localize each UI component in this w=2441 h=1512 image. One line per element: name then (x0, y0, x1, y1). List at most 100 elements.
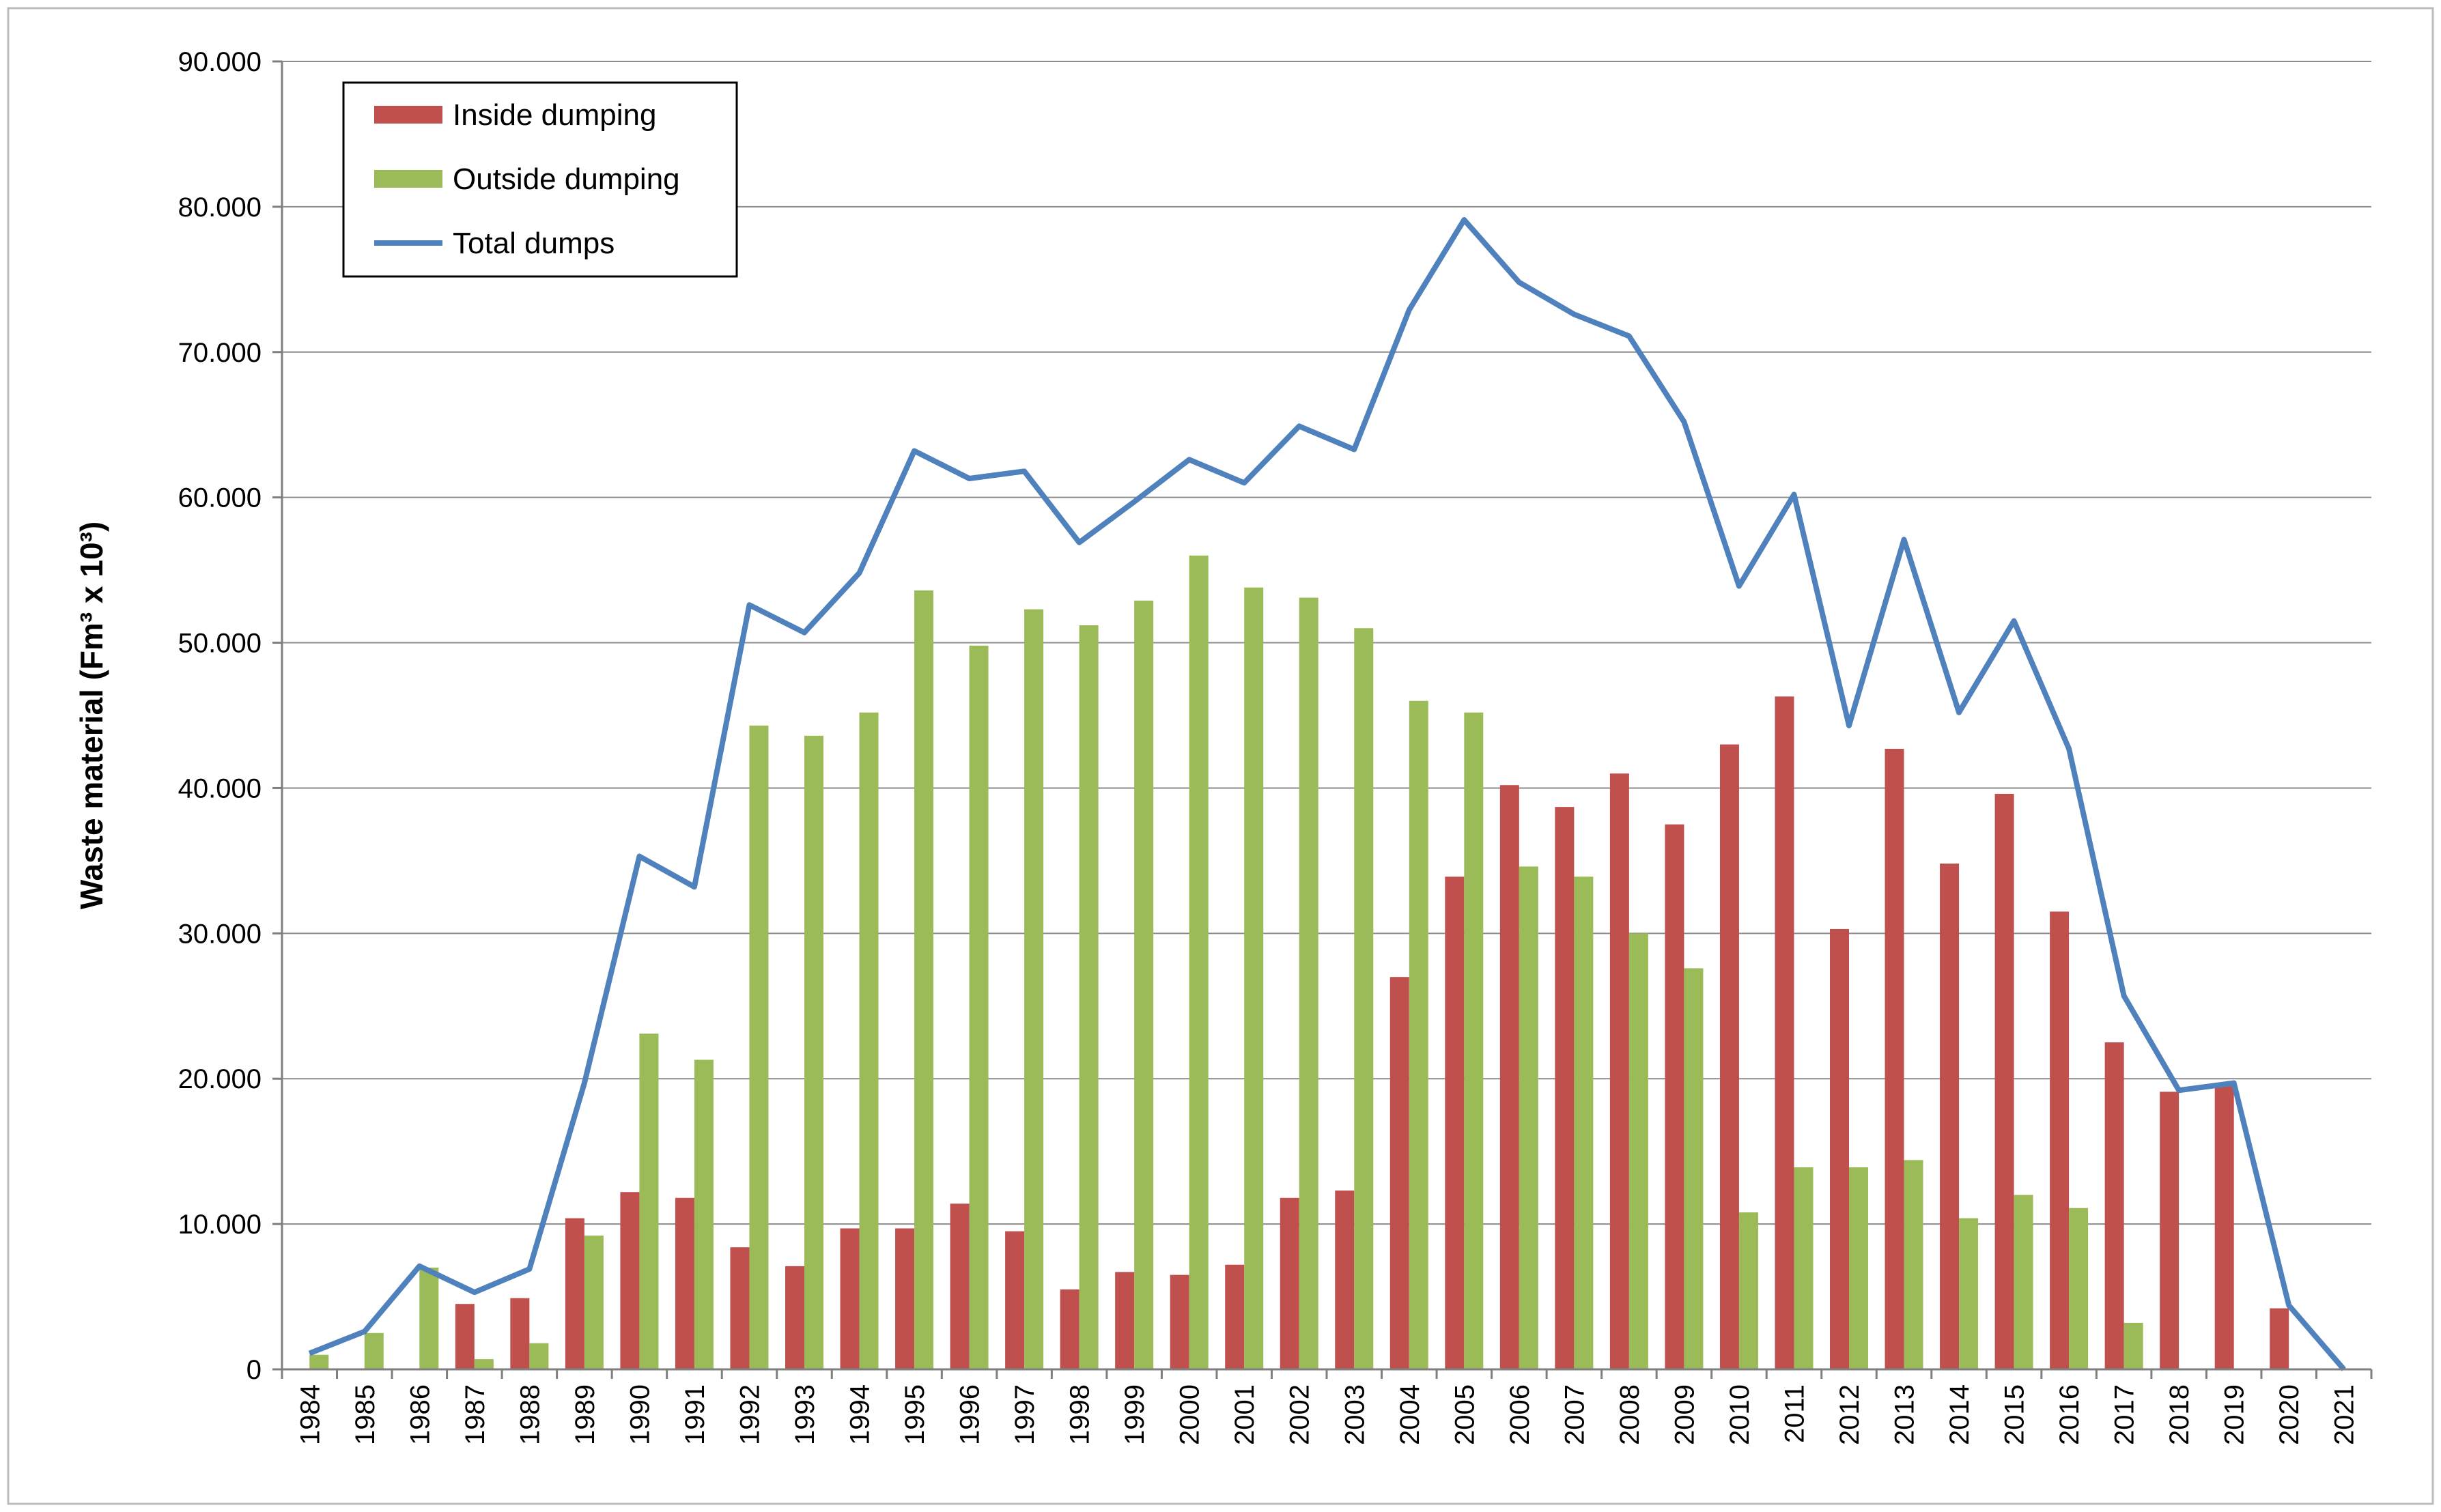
bar-outside-dumping (1684, 968, 1704, 1369)
x-tick-label: 1994 (845, 1384, 875, 1445)
y-tick-label: 30.000 (178, 919, 262, 949)
chart-frame (7, 7, 2434, 1505)
bar-inside-dumping (950, 1203, 970, 1369)
x-tick-label: 2019 (2220, 1384, 2250, 1445)
legend: Inside dumping Outside dumping Total dum… (342, 81, 738, 278)
bar-outside-dumping (694, 1059, 714, 1369)
bar-inside-dumping (1555, 807, 1575, 1369)
bar-outside-dumping (914, 590, 934, 1369)
bar-inside-dumping (1775, 696, 1794, 1369)
bar-inside-dumping (1609, 773, 1629, 1369)
bar-outside-dumping (309, 1354, 329, 1369)
bar-inside-dumping (1719, 744, 1739, 1369)
bar-outside-dumping (969, 645, 989, 1369)
bar-outside-dumping (1409, 700, 1428, 1369)
x-tick-label: 1989 (570, 1384, 600, 1445)
x-tick-label: 1999 (1120, 1384, 1150, 1445)
x-tick-label: 2004 (1395, 1384, 1425, 1445)
bar-inside-dumping (785, 1266, 804, 1369)
bar-inside-dumping (2160, 1092, 2179, 1369)
bar-outside-dumping (1354, 628, 1374, 1370)
y-tick-label: 90.000 (178, 47, 262, 77)
bar-inside-dumping (2270, 1308, 2289, 1369)
bar-outside-dumping (2069, 1208, 2089, 1369)
legend-swatch-outside-dumping (374, 170, 442, 188)
bar-inside-dumping (1060, 1289, 1080, 1369)
y-tick-label: 80.000 (178, 192, 262, 223)
axes (272, 60, 2373, 1379)
bar-inside-dumping (2104, 1042, 2124, 1369)
bar-inside-dumping (895, 1228, 915, 1369)
x-tick-labels: 1984 1985 1986 1987 1988 1989 1990 1991 1992 1993… (295, 1384, 2359, 1445)
bar-outside-dumping (2014, 1195, 2033, 1369)
x-tick-label: 1998 (1065, 1384, 1095, 1445)
bar-outside-dumping (1628, 933, 1648, 1369)
bar-inside-dumping (1830, 928, 1849, 1369)
x-tick-label: 1997 (1010, 1384, 1040, 1445)
bar-outside-dumping (639, 1033, 659, 1369)
x-tick-label: 2015 (2000, 1384, 2030, 1445)
bar-inside-dumping (1499, 785, 1519, 1369)
x-tick-label: 1996 (955, 1384, 985, 1445)
bar-outside-dumping (1959, 1218, 1979, 1369)
bar-inside-dumping (620, 1192, 640, 1369)
bar-outside-dumping (749, 725, 769, 1369)
x-tick-label: 2007 (1560, 1384, 1590, 1445)
bar-inside-dumping (1280, 1197, 1299, 1369)
bar-inside-dumping (1389, 977, 1409, 1369)
x-tick-label: 2010 (1725, 1384, 1755, 1445)
bar-inside-dumping (1170, 1274, 1189, 1369)
bar-inside-dumping (565, 1218, 584, 1369)
legend-label-total-dumps: Total dumps (453, 227, 615, 260)
bar-outside-dumping (364, 1332, 384, 1369)
x-tick-label: 2005 (1450, 1384, 1480, 1445)
y-tick-label: 50.000 (178, 629, 262, 659)
x-tick-label: 1988 (515, 1384, 545, 1445)
y-tick-label: 20.000 (178, 1064, 262, 1094)
legend-label-inside-dumping: Inside dumping (453, 98, 656, 132)
bar-outside-dumping (2123, 1322, 2143, 1369)
x-tick-label: 2009 (1669, 1384, 1699, 1445)
bar-inside-dumping (2214, 1084, 2234, 1369)
x-tick-label: 2018 (2164, 1384, 2195, 1445)
bar-outside-dumping (1244, 587, 1264, 1370)
bar-outside-dumping (1464, 712, 1484, 1369)
x-tick-label: 2014 (1945, 1384, 1975, 1445)
x-tick-label: 1984 (295, 1384, 325, 1445)
bar-inside-dumping (1225, 1264, 1245, 1369)
bar-outside-dumping (584, 1236, 604, 1369)
y-tick-label: 10.000 (178, 1210, 262, 1240)
total-line-layer (308, 217, 2346, 1371)
bar-inside-dumping (1994, 793, 2014, 1369)
y-tick-labels: 0 10.000 20.000 30.000 40.000 50.000 60.000 70.… (178, 47, 262, 1385)
x-tick-label: 2021 (2330, 1384, 2360, 1445)
bar-outside-dumping (1904, 1160, 1923, 1369)
bar-inside-dumping (455, 1304, 475, 1369)
x-tick-label: 2002 (1285, 1384, 1315, 1445)
bar-inside-dumping (840, 1228, 860, 1369)
x-tick-label: 1986 (405, 1384, 435, 1445)
bar-outside-dumping (1299, 597, 1318, 1369)
x-tick-label: 1987 (460, 1384, 490, 1445)
bar-outside-dumping (1079, 625, 1099, 1369)
x-tick-label: 1991 (680, 1384, 710, 1445)
x-tick-label: 2011 (1779, 1384, 1809, 1443)
bar-outside-dumping (529, 1343, 549, 1369)
bar-outside-dumping (1849, 1167, 1868, 1369)
y-tick-label: 40.000 (178, 773, 262, 803)
bars (309, 555, 2289, 1370)
bar-outside-dumping (804, 735, 823, 1369)
x-tick-label: 1993 (790, 1384, 820, 1445)
bar-inside-dumping (1885, 748, 1904, 1369)
legend-swatch-inside-dumping (374, 106, 442, 124)
bar-outside-dumping (474, 1359, 494, 1369)
y-tick-label: 0 (246, 1355, 262, 1385)
y-tick-label: 70.000 (178, 338, 262, 368)
legend-label-outside-dumping: Outside dumping (453, 162, 680, 196)
x-tick-label: 2017 (2110, 1384, 2140, 1445)
bar-inside-dumping (1665, 824, 1684, 1369)
bar-outside-dumping (1134, 600, 1154, 1369)
bar-inside-dumping (510, 1298, 530, 1369)
x-tick-label: 1990 (625, 1384, 655, 1445)
